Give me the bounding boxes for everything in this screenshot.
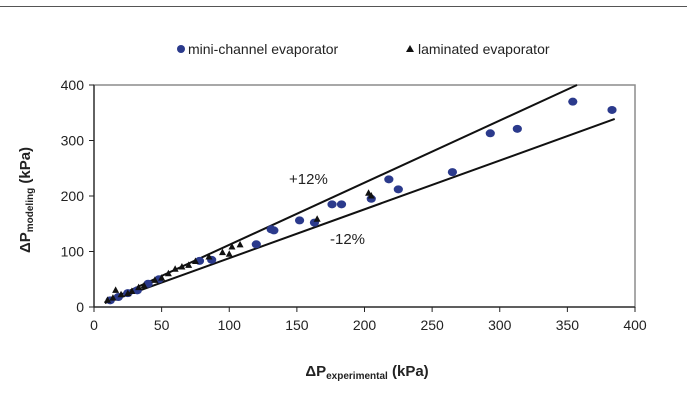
x-tick-label: 400 [623, 317, 647, 333]
x-tick-label: 0 [90, 317, 98, 333]
data-point-laminated [313, 215, 321, 222]
legend-label-mini-channel: mini-channel evaporator [188, 41, 339, 57]
legend-marker-mini-channel [177, 45, 185, 53]
axes: 0 50 100 150 200 250 300 350 400 0 100 200 300 400 [61, 77, 647, 333]
x-tick-label: 200 [353, 317, 377, 333]
x-tick-label: 300 [488, 317, 512, 333]
data-point-laminated [128, 287, 136, 294]
svg-text:ΔPmodeling (kPa): ΔPmodeling (kPa) [17, 147, 36, 253]
annotation-minus-12: -12% [330, 231, 365, 248]
legend: mini-channel evaporator laminated evapor… [177, 41, 550, 57]
data-point-mini-channel [607, 105, 617, 114]
data-point-laminated [185, 261, 193, 268]
x-tick-label: 50 [154, 317, 170, 333]
data-point-mini-channel [384, 175, 394, 184]
reference-line-plus-12 [104, 84, 578, 303]
data-point-laminated [124, 289, 132, 297]
data-point-laminated [140, 281, 148, 289]
data-point-laminated [178, 263, 186, 270]
data-point-mini-channel [336, 200, 347, 209]
data-point-mini-channel [294, 216, 305, 225]
top-rule [0, 6, 687, 7]
y-tick-label: 300 [61, 133, 85, 149]
x-tick-label: 350 [556, 317, 580, 333]
data-points [104, 97, 617, 305]
data-point-mini-channel [447, 168, 458, 177]
data-point-mini-channel [393, 185, 403, 194]
data-point-laminated [117, 290, 125, 298]
data-point-laminated [236, 240, 244, 248]
y-tick-label: 400 [61, 77, 85, 93]
x-tick-label: 250 [420, 317, 444, 333]
legend-label-laminated: laminated evaporator [418, 41, 550, 57]
data-point-laminated [151, 276, 159, 283]
x-axis-label: ΔPexperimental (kPa) [305, 363, 428, 382]
plot-area [93, 84, 636, 308]
x-axis-label-main: ΔP [305, 363, 326, 380]
data-point-mini-channel [512, 124, 522, 133]
reference-line-minus-12 [104, 118, 616, 305]
y-tick-label: 0 [76, 299, 84, 315]
data-point-laminated [164, 269, 172, 277]
reference-lines [104, 84, 616, 305]
annotation-plus-12: +12% [289, 171, 328, 188]
data-point-mini-channel [327, 200, 337, 209]
y-axis-label-unit: (kPa) [17, 147, 34, 188]
data-point-mini-channel [251, 240, 261, 249]
x-axis-label-sub: experimental [326, 371, 388, 382]
data-point-laminated [171, 265, 179, 272]
data-point-laminated [191, 257, 199, 264]
data-point-mini-channel [269, 226, 279, 235]
data-point-laminated [367, 192, 375, 199]
data-point-laminated [218, 248, 226, 256]
x-axis-label-unit: (kPa) [388, 363, 429, 380]
annotations: +12% -12% [289, 171, 365, 248]
x-tick-label: 100 [218, 317, 242, 333]
y-axis-label-sub: modeling [25, 188, 36, 232]
data-point-laminated [135, 283, 143, 291]
data-point-mini-channel [485, 129, 495, 138]
y-tick-label: 100 [61, 244, 85, 260]
y-axis-label-main: ΔP [17, 232, 34, 253]
legend-marker-laminated [406, 45, 414, 52]
y-tick-label: 200 [61, 188, 85, 204]
data-point-laminated [112, 286, 120, 293]
svg-text:ΔPexperimental (kPa): ΔPexperimental (kPa) [305, 363, 428, 382]
data-point-laminated [225, 250, 233, 257]
data-point-laminated [205, 253, 213, 260]
data-point-laminated [228, 243, 236, 250]
y-axis-label: ΔPmodeling (kPa) [17, 147, 36, 253]
data-point-laminated [104, 296, 112, 303]
data-point-mini-channel [568, 97, 578, 106]
data-point-laminated [158, 274, 166, 281]
x-tick-label: 150 [285, 317, 309, 333]
data-point-laminated [109, 294, 117, 301]
